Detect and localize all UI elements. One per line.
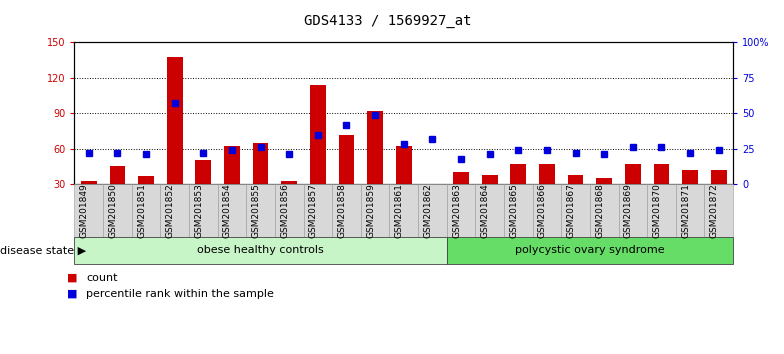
Text: GSM201866: GSM201866: [538, 183, 547, 238]
Bar: [568, 175, 583, 184]
Text: GSM201849: GSM201849: [80, 183, 89, 238]
Text: GSM201865: GSM201865: [510, 183, 518, 238]
Bar: [110, 166, 125, 184]
Text: disease state ▶: disease state ▶: [0, 245, 86, 256]
Text: GSM201862: GSM201862: [423, 183, 433, 238]
Text: GSM201851: GSM201851: [137, 183, 146, 238]
Text: polycystic ovary syndrome: polycystic ovary syndrome: [515, 245, 665, 256]
Text: count: count: [86, 273, 118, 283]
Text: GSM201868: GSM201868: [595, 183, 604, 238]
Bar: [711, 170, 727, 184]
Text: GSM201850: GSM201850: [108, 183, 118, 238]
Bar: [539, 164, 555, 184]
Text: GSM201854: GSM201854: [223, 183, 232, 238]
Text: GSM201872: GSM201872: [710, 183, 719, 238]
Text: GSM201855: GSM201855: [252, 183, 260, 238]
Text: GDS4133 / 1569927_at: GDS4133 / 1569927_at: [304, 14, 472, 28]
Text: GSM201858: GSM201858: [337, 183, 347, 238]
Bar: [310, 85, 325, 184]
Bar: [167, 57, 183, 184]
Bar: [482, 175, 498, 184]
Text: GSM201852: GSM201852: [165, 183, 175, 238]
Text: GSM201863: GSM201863: [452, 183, 461, 238]
Text: GSM201864: GSM201864: [481, 183, 490, 238]
Text: GSM201871: GSM201871: [681, 183, 690, 238]
Bar: [396, 146, 412, 184]
Bar: [625, 164, 641, 184]
Text: ■: ■: [67, 273, 77, 283]
Text: obese healthy controls: obese healthy controls: [198, 245, 324, 256]
Bar: [510, 164, 526, 184]
Text: GSM201859: GSM201859: [366, 183, 375, 238]
Bar: [597, 178, 612, 184]
Bar: [682, 170, 698, 184]
Bar: [224, 146, 240, 184]
Text: GSM201856: GSM201856: [280, 183, 289, 238]
Bar: [252, 143, 268, 184]
Bar: [453, 172, 469, 184]
Text: GSM201869: GSM201869: [624, 183, 633, 238]
Bar: [367, 111, 383, 184]
Text: percentile rank within the sample: percentile rank within the sample: [86, 289, 274, 299]
Text: GSM201853: GSM201853: [194, 183, 203, 238]
Bar: [654, 164, 670, 184]
Bar: [138, 176, 154, 184]
Text: GSM201870: GSM201870: [652, 183, 662, 238]
Bar: [81, 181, 96, 184]
Text: GSM201857: GSM201857: [309, 183, 318, 238]
Text: ■: ■: [67, 289, 77, 299]
Text: GSM201867: GSM201867: [567, 183, 575, 238]
Text: GSM201861: GSM201861: [395, 183, 404, 238]
Bar: [281, 181, 297, 184]
Bar: [339, 135, 354, 184]
Bar: [195, 160, 211, 184]
